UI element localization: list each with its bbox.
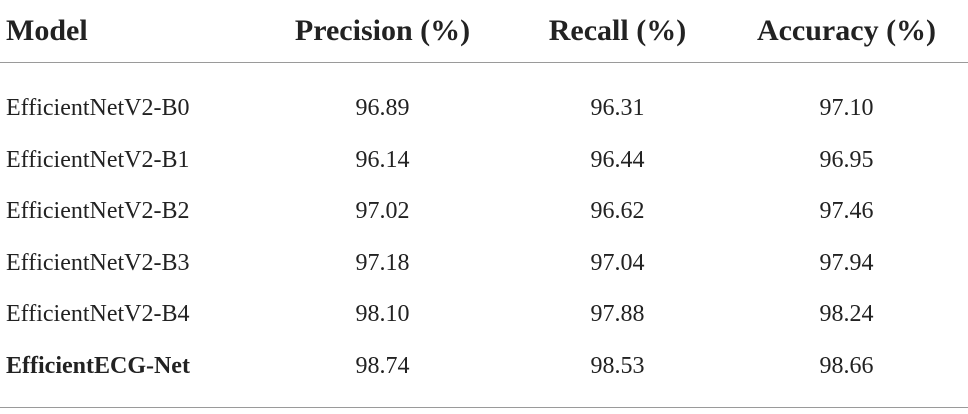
accuracy-cell: 98.66 <box>819 352 874 379</box>
precision-cell: 97.02 <box>355 198 410 225</box>
model-cell: EfficientNetV2-B1 <box>6 146 190 173</box>
precision-cell: 96.14 <box>355 146 410 173</box>
accuracy-cell: 97.46 <box>819 198 874 225</box>
recall-cell: 96.31 <box>590 95 645 122</box>
model-cell: EfficientNetV2-B3 <box>6 249 190 276</box>
results-table: Model Precision (%) Recall (%) Accuracy … <box>0 0 968 393</box>
header-accuracy: Accuracy (%) <box>756 14 937 47</box>
recall-cell: 96.62 <box>590 198 645 225</box>
recall-cell: 98.53 <box>590 352 645 379</box>
table-row: EfficientNetV2-B1 96.14 96.44 96.95 <box>0 135 968 187</box>
recall-cell: 97.04 <box>590 249 645 276</box>
precision-cell: 96.89 <box>355 95 410 122</box>
model-cell: EfficientNetV2-B2 <box>6 198 190 225</box>
recall-cell: 97.88 <box>590 301 645 328</box>
header-model: Model <box>6 14 88 47</box>
accuracy-cell: 97.10 <box>819 95 874 122</box>
precision-cell: 98.74 <box>355 352 410 379</box>
precision-cell: 97.18 <box>355 249 410 276</box>
table-header-row: Model Precision (%) Recall (%) Accuracy … <box>0 0 968 63</box>
model-cell: EfficientECG-Net <box>6 352 190 379</box>
header-precision: Precision (%) <box>294 14 471 47</box>
model-cell: EfficientNetV2-B4 <box>6 301 190 328</box>
table-row-proposed: EfficientECG-Net 98.74 98.53 98.66 <box>0 341 968 393</box>
accuracy-cell: 98.24 <box>819 301 874 328</box>
table-row: EfficientNetV2-B4 98.10 97.88 98.24 <box>0 289 968 341</box>
recall-cell: 96.44 <box>590 146 645 173</box>
model-cell: EfficientNetV2-B0 <box>6 95 190 122</box>
accuracy-cell: 96.95 <box>819 146 874 173</box>
precision-cell: 98.10 <box>355 301 410 328</box>
accuracy-cell: 97.94 <box>819 249 874 276</box>
table-row: EfficientNetV2-B0 96.89 96.31 97.10 <box>0 83 968 135</box>
table-row: EfficientNetV2-B2 97.02 96.62 97.46 <box>0 186 968 238</box>
table-bottom-rule <box>0 407 968 408</box>
table-row: EfficientNetV2-B3 97.18 97.04 97.94 <box>0 238 968 290</box>
header-recall: Recall (%) <box>548 14 687 47</box>
